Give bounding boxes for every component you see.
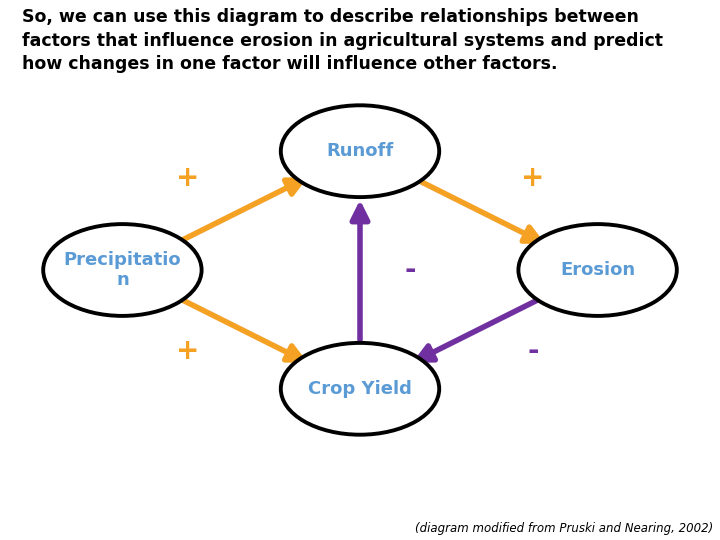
Text: -: - [405,256,416,284]
Text: +: + [176,164,199,192]
Ellipse shape [281,105,439,197]
Ellipse shape [43,224,202,316]
Text: So, we can use this diagram to describe relationships between
factors that influ: So, we can use this diagram to describe … [22,8,662,73]
Text: -: - [527,337,539,365]
Text: Crop Yield: Crop Yield [308,380,412,398]
Text: Precipitatio
n: Precipitatio n [63,251,181,289]
Text: +: + [176,337,199,365]
Text: Erosion: Erosion [560,261,635,279]
Ellipse shape [518,224,677,316]
Text: (diagram modified from Pruski and Nearing, 2002): (diagram modified from Pruski and Nearin… [415,522,713,535]
Text: +: + [521,164,544,192]
Text: Runoff: Runoff [326,142,394,160]
Ellipse shape [281,343,439,435]
